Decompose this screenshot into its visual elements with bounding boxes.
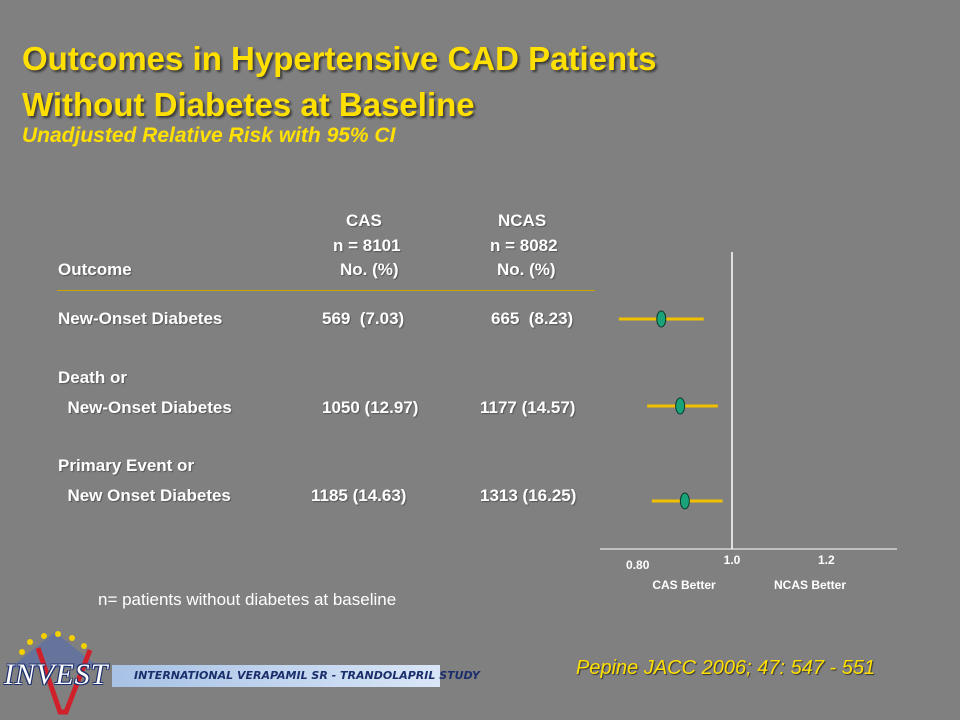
logo-emblem-icon bbox=[10, 631, 100, 715]
header-ncas-name: NCAS bbox=[498, 211, 547, 230]
row3-cas-value: 1185 (14.63) bbox=[311, 486, 407, 505]
header-cas-name: CAS bbox=[346, 211, 382, 230]
header-cas-unit: No. (%) bbox=[340, 260, 399, 279]
header-ncas-n: n = 8082 bbox=[490, 236, 558, 255]
point-estimate-marker bbox=[675, 397, 686, 415]
footnote: n= patients without diabetes at baseline bbox=[98, 590, 397, 609]
x-tick-label: 0.80 bbox=[626, 558, 650, 572]
row3-label-line1: Primary Event or bbox=[58, 456, 195, 475]
row2-label-line2: New-Onset Diabetes bbox=[58, 398, 232, 417]
ncas-better-label: NCAS Better bbox=[774, 578, 846, 592]
header-ncas-unit: No. (%) bbox=[497, 260, 556, 279]
slide-title: Outcomes in Hypertensive CAD Patients Wi… bbox=[22, 36, 657, 128]
row3-label-line2: New Onset Diabetes bbox=[58, 486, 231, 505]
point-estimate-marker bbox=[679, 492, 690, 510]
citation: Pepine JACC 2006; 47: 547 - 551 bbox=[576, 657, 876, 679]
row2-cas-value: 1050 (12.97) bbox=[322, 398, 419, 417]
point-estimate-marker bbox=[656, 310, 667, 328]
header-cas-n: n = 8101 bbox=[333, 236, 401, 255]
row3-ncas-value: 1313 (16.25) bbox=[480, 486, 577, 505]
logo-banner: INTERNATIONAL VERAPAMIL SR - TRANDOLAPRI… bbox=[112, 665, 480, 687]
logo-wordmark: INVEST bbox=[4, 658, 109, 691]
row1-cas-value: 569 (7.03) bbox=[322, 309, 405, 328]
row2-ncas-value: 1177 (14.57) bbox=[480, 398, 576, 417]
row2-label-line1: Death or bbox=[58, 368, 127, 387]
row1-label: New-Onset Diabetes bbox=[58, 309, 223, 328]
row1-ncas-value: 665 (8.23) bbox=[491, 309, 574, 328]
logo-banner-text: INTERNATIONAL VERAPAMIL SR - TRANDOLAPRI… bbox=[134, 669, 480, 682]
slide-title-line1: Outcomes in Hypertensive CAD Patients bbox=[22, 40, 657, 77]
slide-subtitle: Unadjusted Relative Risk with 95% CI bbox=[22, 124, 396, 147]
header-divider bbox=[57, 290, 595, 291]
x-tick-label: 1.2 bbox=[818, 553, 835, 567]
cas-better-label: CAS Better bbox=[652, 578, 716, 592]
invest-logo: INTERNATIONAL VERAPAMIL SR - TRANDOLAPRI… bbox=[0, 628, 480, 720]
header-outcome: Outcome bbox=[58, 260, 132, 279]
slide-title-line2: Without Diabetes at Baseline bbox=[22, 86, 475, 123]
x-tick-label: 1.0 bbox=[724, 553, 741, 567]
